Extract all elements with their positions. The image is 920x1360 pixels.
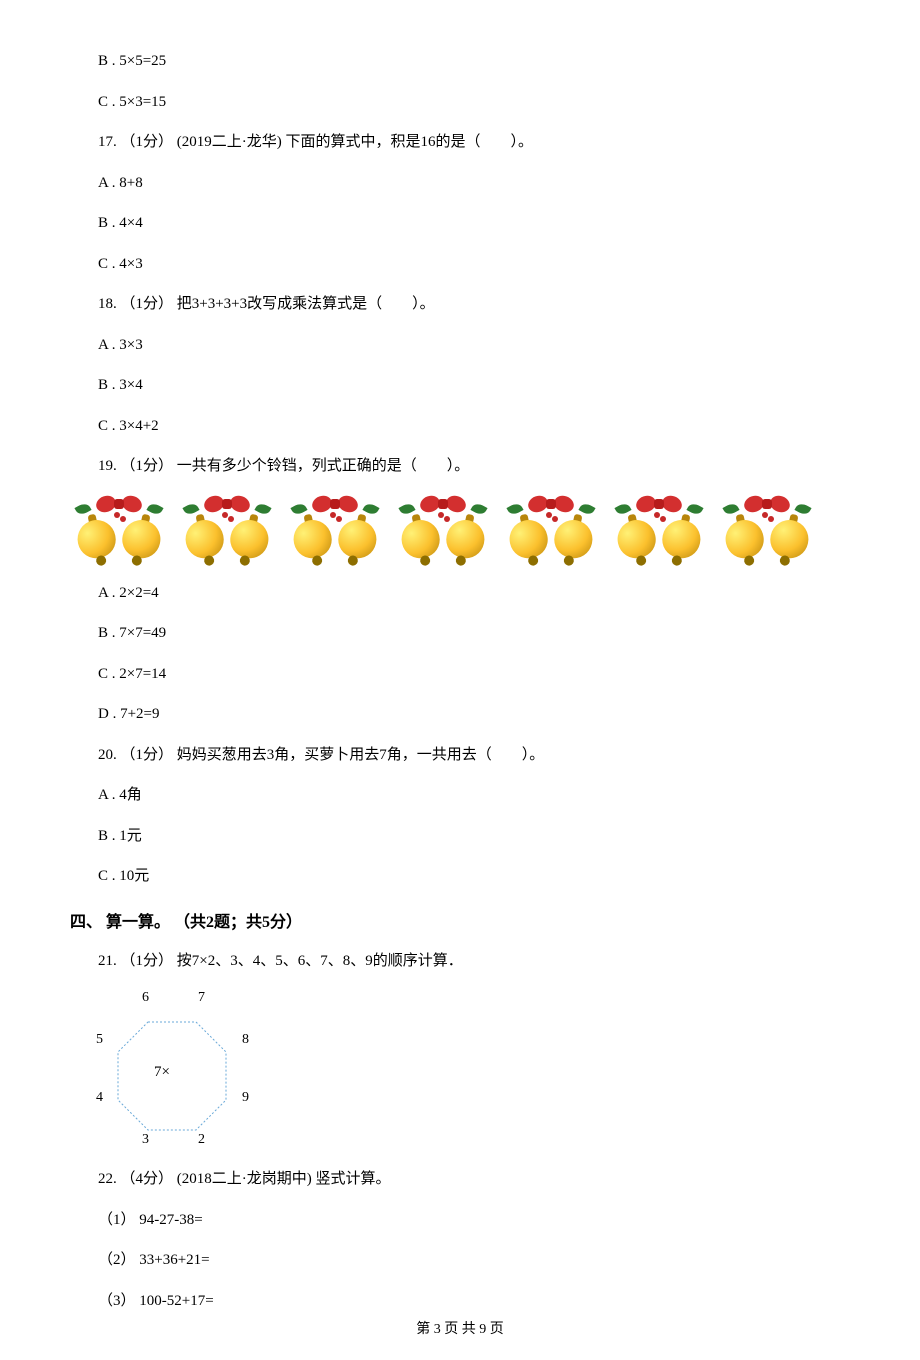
q22-sub-2: （2） 33+36+21= <box>70 1249 850 1272</box>
q17-option-a: A . 8+8 <box>70 172 850 195</box>
bell-row <box>70 496 850 566</box>
octagon-vertex-label: 2 <box>198 1132 205 1148</box>
q19-option-a: A . 2×2=4 <box>70 582 850 605</box>
bell-pair-icon <box>394 496 492 566</box>
octagon-vertex-label: 3 <box>142 1132 149 1148</box>
q17-option-b: B . 4×4 <box>70 212 850 235</box>
q20-option-c: C . 10元 <box>70 865 850 888</box>
bell-pair-icon <box>70 496 168 566</box>
q22-stem: 22. （4分） (2018二上·龙岗期中) 竖式计算。 <box>70 1168 850 1191</box>
octagon-vertex-label: 9 <box>242 1090 249 1106</box>
octagon-vertex-label: 5 <box>96 1032 103 1048</box>
octagon-shape <box>112 1016 232 1136</box>
bell-pair-icon <box>502 496 600 566</box>
section-4-heading: 四、 算一算。 （共2题；共5分） <box>70 908 850 932</box>
octagon-diagram: 7× 6 7 8 9 2 3 4 5 <box>90 990 260 1150</box>
octagon-vertex-label: 6 <box>142 990 149 1006</box>
q19-option-d: D . 7+2=9 <box>70 703 850 726</box>
q19-option-b: B . 7×7=49 <box>70 622 850 645</box>
page: B . 5×5=25 C . 5×3=15 17. （1分） (2019二上·龙… <box>0 0 920 1360</box>
bell-pair-icon <box>718 496 816 566</box>
q22-sub-3: （3） 100-52+17= <box>70 1290 850 1313</box>
q20-option-a: A . 4角 <box>70 784 850 807</box>
octagon-vertex-label: 7 <box>198 990 205 1006</box>
page-footer: 第 3 页 共 9 页 <box>0 1318 920 1338</box>
octagon-vertex-label: 4 <box>96 1090 103 1106</box>
q19-stem: 19. （1分） 一共有多少个铃铛，列式正确的是（ ）。 <box>70 455 850 478</box>
q18-stem: 18. （1分） 把3+3+3+3改写成乘法算式是（ ）。 <box>70 293 850 316</box>
octagon-center-label: 7× <box>154 1064 170 1081</box>
q16-option-b: B . 5×5=25 <box>70 50 850 73</box>
q19-option-c: C . 2×7=14 <box>70 663 850 686</box>
q18-option-a: A . 3×3 <box>70 334 850 357</box>
q18-option-c: C . 3×4+2 <box>70 415 850 438</box>
q17-option-c: C . 4×3 <box>70 253 850 276</box>
q17-stem: 17. （1分） (2019二上·龙华) 下面的算式中，积是16的是（ ）。 <box>70 131 850 154</box>
q21-stem: 21. （1分） 按7×2、3、4、5、6、7、8、9的顺序计算． <box>70 950 850 973</box>
octagon-vertex-label: 8 <box>242 1032 249 1048</box>
q16-option-c: C . 5×3=15 <box>70 91 850 114</box>
bell-pair-icon <box>610 496 708 566</box>
bell-pair-icon <box>286 496 384 566</box>
q18-option-b: B . 3×4 <box>70 374 850 397</box>
q20-option-b: B . 1元 <box>70 825 850 848</box>
bell-pair-icon <box>178 496 276 566</box>
q20-stem: 20. （1分） 妈妈买葱用去3角，买萝卜用去7角，一共用去（ ）。 <box>70 744 850 767</box>
q22-sub-1: （1） 94-27-38= <box>70 1209 850 1232</box>
